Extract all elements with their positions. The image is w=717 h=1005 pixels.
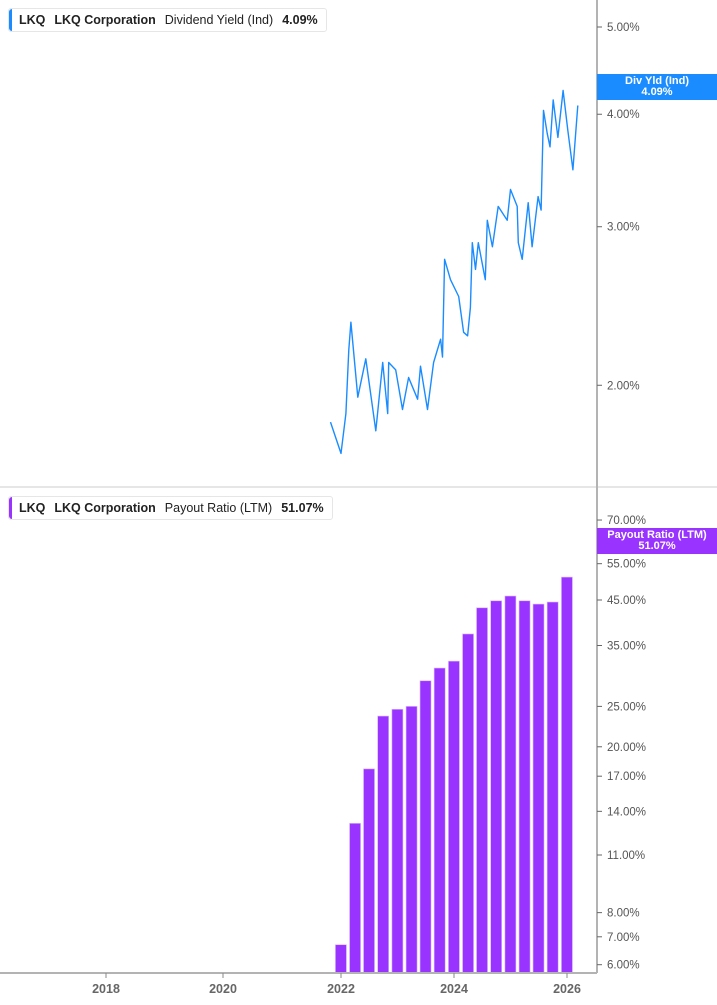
y-tick-label: 55.00% [607,559,646,571]
y-tick-label: 20.00% [607,742,646,754]
legend-metric: Payout Ratio (LTM) [164,501,273,515]
x-axis: 2018 2020 2022 2024 2026 [92,973,581,996]
tag-value: 51.07% [638,540,676,552]
y-tick-label: 70.00% [607,515,646,527]
payout-bar [476,607,488,974]
yield-y-axis: 5.00% 4.00% 3.00% 2.00% [597,22,640,392]
dividend-yield-legend[interactable]: LKQ LKQ Corporation Dividend Yield (Ind)… [8,8,327,32]
payout-bar [546,601,559,974]
y-tick-label: 5.00% [607,22,640,34]
y-tick-label: 11.00% [607,850,645,862]
y-tick-label: 4.00% [607,109,640,121]
payout-bar [518,600,531,974]
payout-ratio-plot [335,576,573,974]
tag-label: Payout Ratio (LTM) [607,529,707,541]
x-tick-label: 2020 [209,982,237,996]
dividend-yield-value-tag: Div Yld (Ind) 4.09% [597,74,717,100]
payout-bar [419,680,432,974]
legend-company: LKQ Corporation [54,501,156,515]
legend-ticker: LKQ [19,13,46,27]
payout-bar [448,660,460,974]
payout-bar [335,944,347,974]
payout-bar [490,600,502,974]
y-tick-label: 6.00% [607,960,640,972]
legend-ticker: LKQ [19,501,46,515]
payout-bar [349,823,361,974]
payout-bar [363,768,375,974]
y-tick-label: 14.00% [607,806,646,818]
payout-ratio-value-tag: Payout Ratio (LTM) 51.07% [597,528,717,554]
y-tick-label: 8.00% [607,908,640,920]
series-color-marker [9,497,12,519]
y-tick-label: 25.00% [607,701,646,713]
payout-bar [391,709,404,974]
tag-value: 4.09% [641,86,673,98]
y-tick-label: 35.00% [607,640,646,652]
payout-bar [433,667,446,974]
y-tick-label: 2.00% [607,380,640,392]
y-tick-label: 17.00% [607,771,646,783]
payout-bar [462,633,474,974]
x-tick-label: 2018 [92,982,120,996]
y-tick-label: 45.00% [607,595,646,607]
x-tick-label: 2024 [440,982,468,996]
series-color-marker [9,9,12,31]
legend-value: 51.07% [281,501,324,515]
payout-y-axis: 70.00% 55.00% 45.00% 35.00% 25.00% 20.00% 17.0… [597,515,646,972]
legend-company: LKQ Corporation [54,13,156,27]
legend-value: 4.09% [282,13,318,27]
payout-ratio-legend[interactable]: LKQ LKQ Corporation Payout Ratio (LTM) 5… [8,496,333,520]
payout-bar [561,576,573,974]
legend-metric: Dividend Yield (Ind) [164,13,274,27]
payout-bar [377,715,389,974]
dividend-yield-line [329,89,579,455]
x-tick-label: 2022 [327,982,355,996]
y-tick-label: 3.00% [607,222,640,234]
x-tick-label: 2026 [553,982,581,996]
payout-bar [405,706,418,974]
tag-label: Div Yld (Ind) [625,75,689,87]
payout-bar [504,595,517,974]
payout-bar [532,603,545,974]
dividend-yield-plot [329,89,579,455]
y-tick-label: 7.00% [607,932,640,944]
